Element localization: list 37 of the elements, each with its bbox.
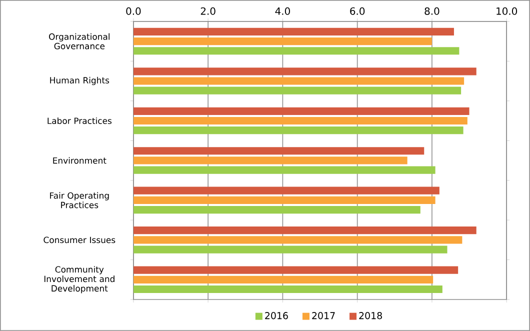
y-tick-label: Fair Operating Practices [50,192,109,208]
legend-label: 2016 [265,312,288,320]
bar [133,38,432,46]
bar [133,86,462,94]
bar [133,276,434,284]
bar [133,156,408,164]
bar [133,68,476,76]
bar [133,126,464,134]
legend-label: 2018 [359,312,382,320]
bar [133,266,458,274]
bar [133,107,470,115]
y-tick-label: Consumer Issues [44,236,116,244]
y-tick-label: Human Rights [50,76,110,86]
bar [133,196,436,204]
y-tick-label: Environment [53,157,106,164]
bar [133,166,436,174]
bar [133,47,460,55]
x-tick-label: 0.0 [126,7,141,15]
bar [133,285,442,294]
bar [133,246,448,254]
y-tick-label: Community Involvement and Development [44,266,114,294]
x-tick-label: 10.0 [496,7,518,15]
bar [133,226,476,234]
x-tick-label: 8.0 [424,7,440,15]
bar [133,206,420,214]
bar [133,147,424,155]
legend-label: 2017 [312,312,335,320]
x-tick-label: 2.0 [200,7,216,15]
x-tick-label: 6.0 [350,7,365,15]
bar [133,236,462,244]
y-tick-label: Labor Practices [48,117,112,124]
y-tick-label: Organizational Governance [49,33,110,50]
x-tick-label: 4.0 [275,7,290,15]
bar [133,116,468,125]
bar [133,28,454,36]
bar [133,77,464,85]
bar [133,186,440,194]
